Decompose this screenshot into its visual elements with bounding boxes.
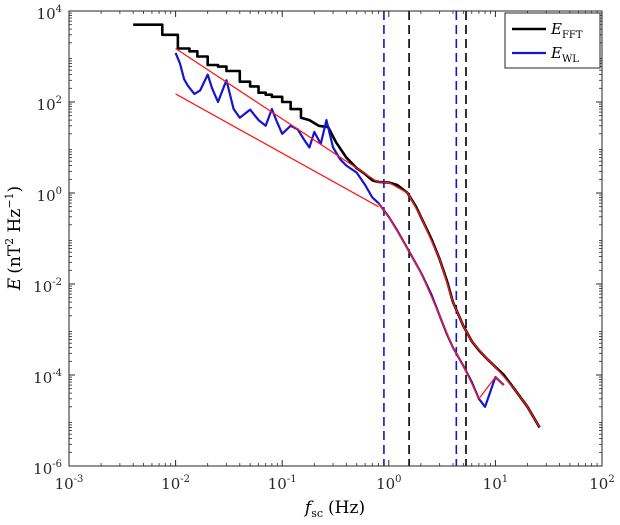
legend-fft-symbol: E bbox=[550, 20, 562, 38]
x-axis-title: fsc (Hz) bbox=[303, 498, 365, 520]
legend-fft-subscript: FFT bbox=[562, 30, 583, 41]
x-tick-label-1: 10-2 bbox=[161, 474, 190, 493]
y-tick-label-5: 104 bbox=[37, 4, 62, 23]
y-axis-mid: Hz bbox=[5, 209, 25, 238]
y-axis-close: ) bbox=[5, 186, 25, 193]
plot-frame bbox=[68, 10, 603, 467]
legend: EFFT EWL bbox=[504, 12, 601, 69]
y-axis-symbol: E bbox=[5, 277, 25, 291]
series-fit-fft-low bbox=[175, 47, 379, 184]
x-tick-label-2: 10-1 bbox=[268, 474, 297, 493]
x-axis-unit: (Hz) bbox=[328, 498, 365, 518]
x-axis-subscript: sc bbox=[311, 507, 323, 520]
x-tick-label-5: 102 bbox=[589, 474, 614, 493]
plot-background bbox=[69, 11, 602, 466]
legend-label-wl: EWL bbox=[550, 44, 579, 65]
axis-ticks: 10-3 10-2 10-1 100 101 102 10-6 10-4 10-2 100 102 1… bbox=[33, 4, 615, 493]
legend-box bbox=[504, 12, 601, 69]
y-axis-title: E (nT2 Hz−1) bbox=[3, 186, 25, 291]
y-axis-unit-prefix: (nT bbox=[5, 244, 25, 274]
legend-wl-subscript: WL bbox=[562, 54, 579, 65]
y-tick-label-4: 102 bbox=[37, 95, 62, 114]
series-fit-wl-high bbox=[377, 202, 505, 400]
x-tick-label-3: 100 bbox=[376, 474, 401, 493]
y-tick-label-2: 10-2 bbox=[33, 277, 62, 296]
y-tick-label-0: 10-6 bbox=[33, 459, 62, 478]
series-fit-fft-high bbox=[378, 181, 541, 428]
y-axis-sup1: 2 bbox=[3, 238, 16, 245]
series-layer bbox=[133, 23, 541, 429]
x-axis-symbol: f bbox=[303, 498, 314, 518]
x-tick-label-4: 101 bbox=[483, 474, 508, 493]
y-axis-sup2: −1 bbox=[3, 192, 16, 208]
series-fit-wl-low bbox=[175, 93, 379, 208]
legend-label-fft: EFFT bbox=[550, 20, 583, 41]
y-tick-label-1: 10-4 bbox=[33, 368, 62, 387]
legend-wl-symbol: E bbox=[550, 44, 562, 62]
y-tick-label-3: 100 bbox=[37, 186, 62, 205]
x-tick-label-0: 10-3 bbox=[55, 474, 84, 493]
vertical-lines bbox=[383, 11, 467, 466]
